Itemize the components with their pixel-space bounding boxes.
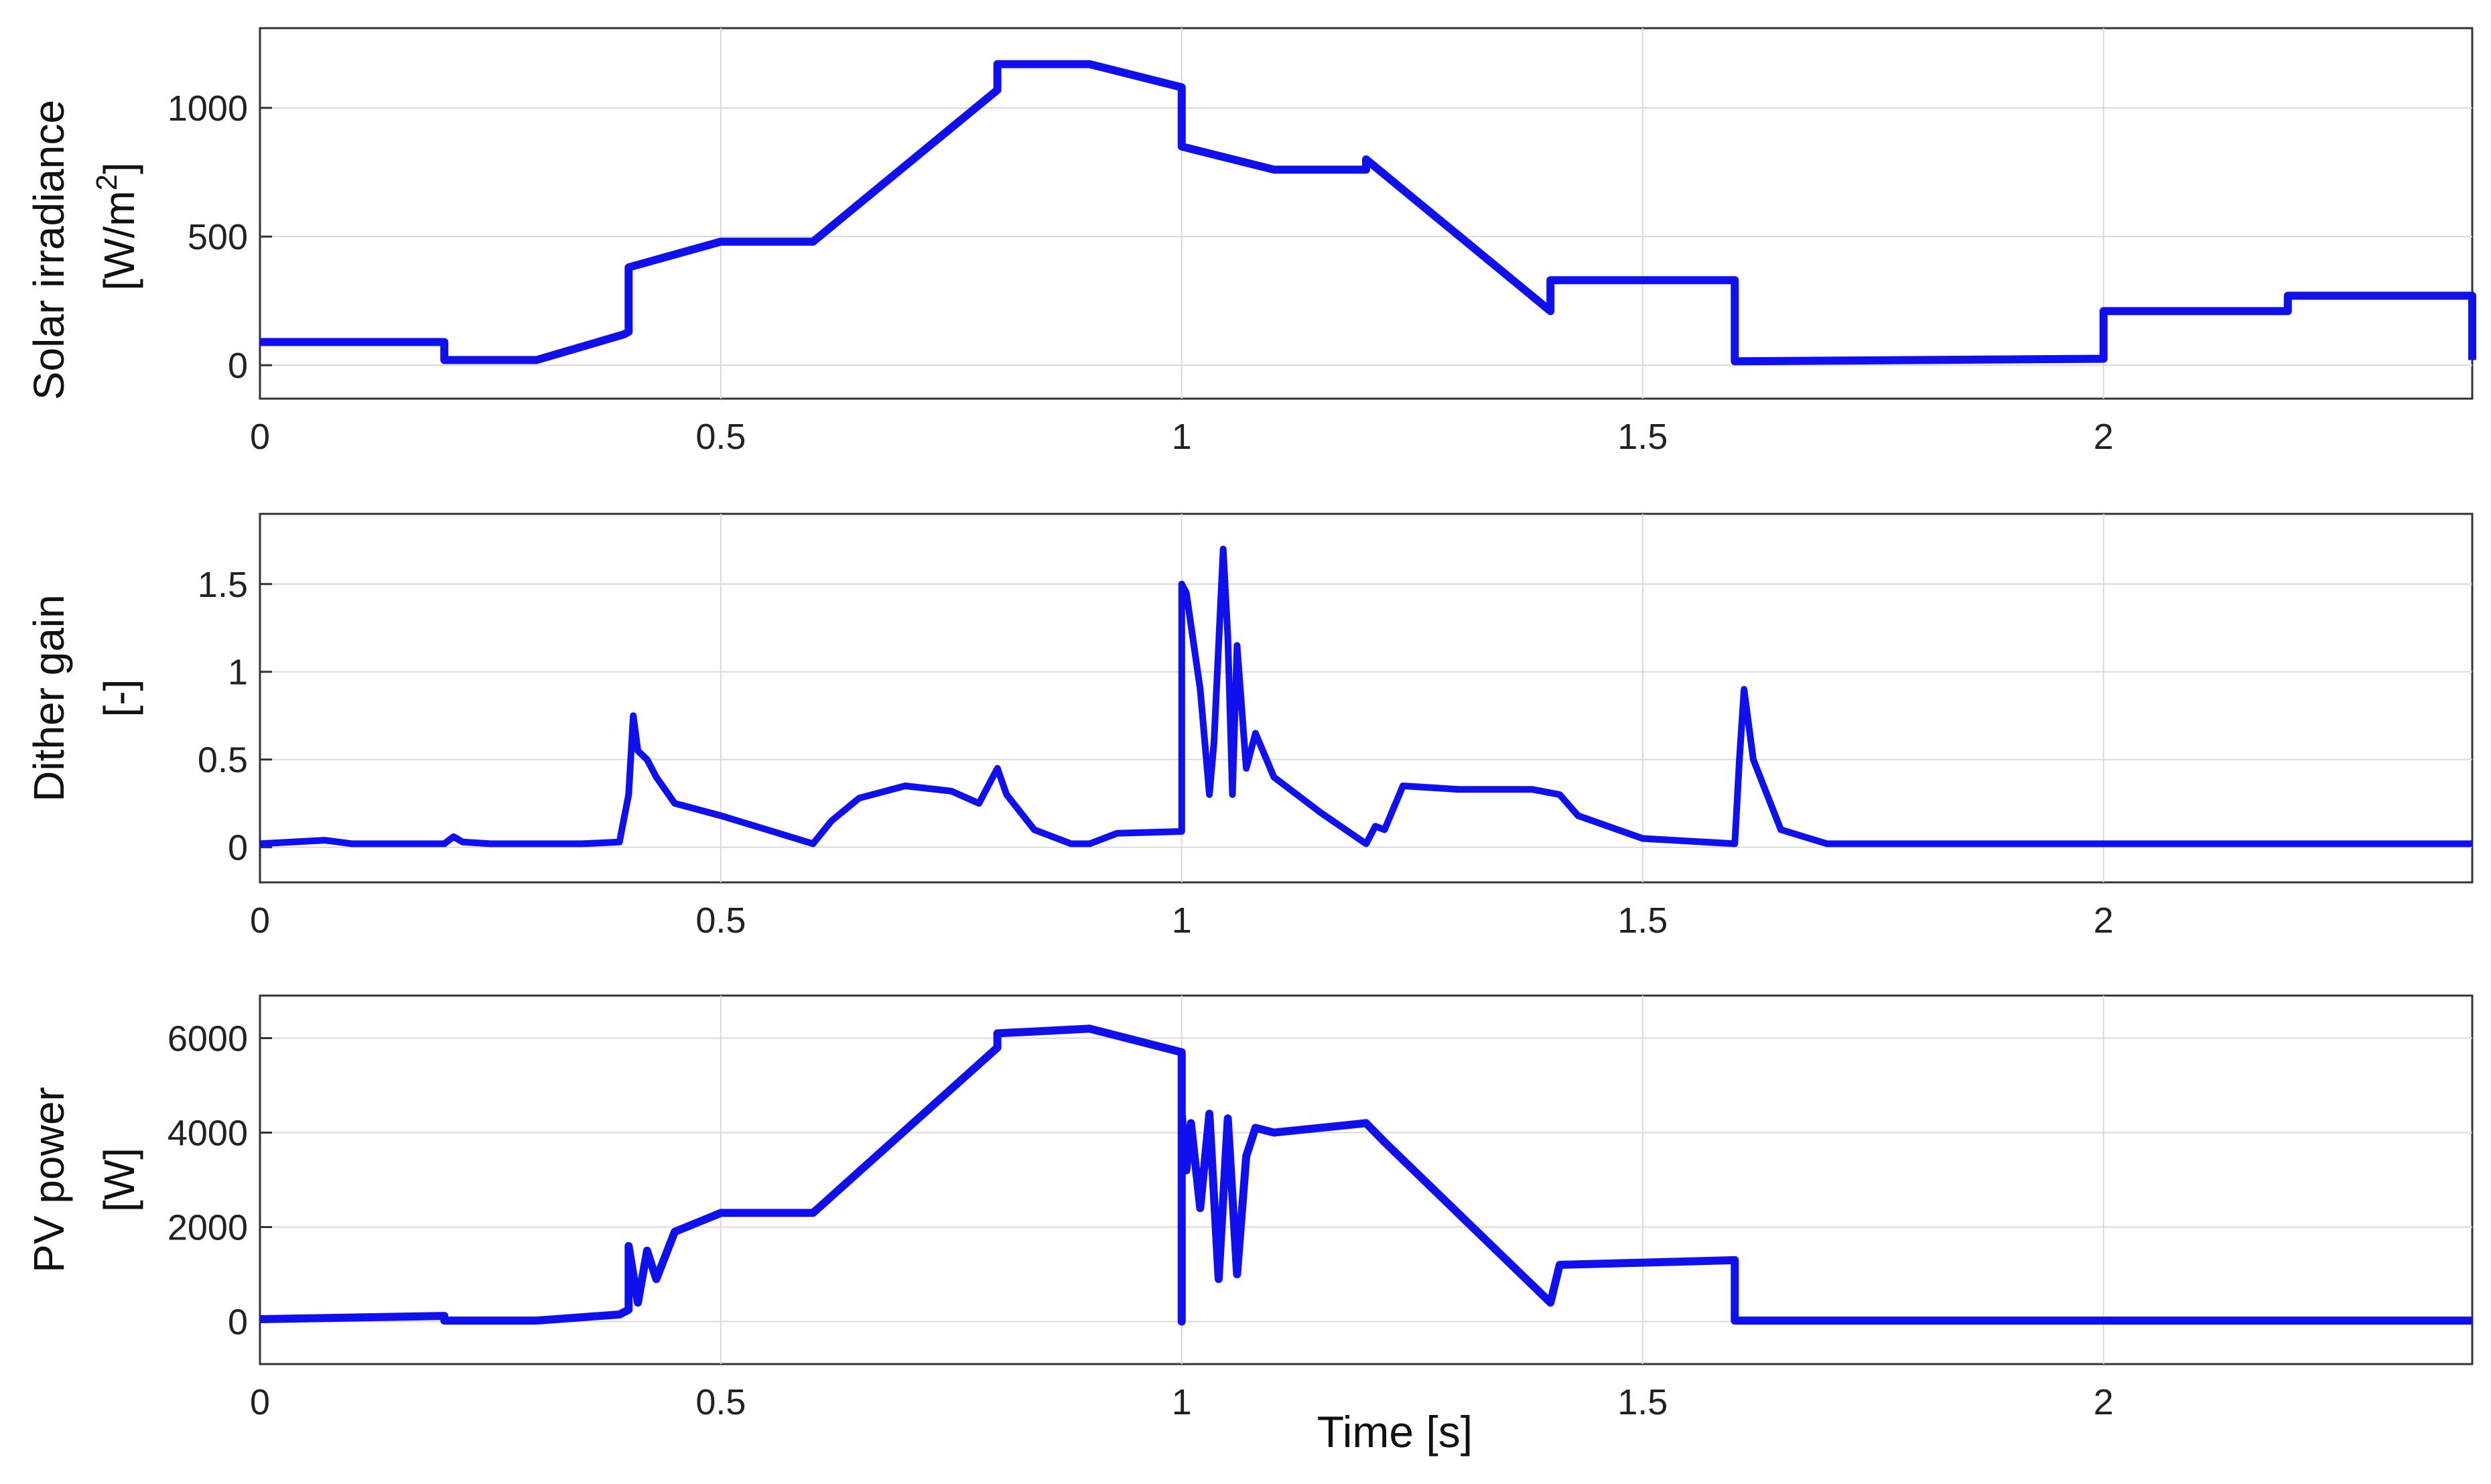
irradiance-x-tick-label: 2: [2094, 417, 2114, 457]
dither-y-tick-label: 0: [228, 828, 248, 868]
irradiance-x-tick-label: 0: [250, 417, 270, 457]
pv-x-tick-label: 1.5: [1617, 1382, 1668, 1422]
pv-x-tick-label: 1: [1172, 1382, 1192, 1422]
irradiance-ylabel-line2: [W/m2]: [90, 162, 143, 291]
irradiance-x-tick-label: 0.5: [695, 417, 746, 457]
dither-ylabel-line2: [-]: [95, 679, 143, 718]
dither-y-tick-label: 1.5: [198, 565, 248, 605]
pv-ylabel-line2: [W]: [95, 1148, 143, 1212]
irradiance-panel: 0 500 1000 0 0.5 1 1.5 2 Solar irradiance [W/m…: [25, 27, 2476, 457]
dither-plot-area: [259, 513, 2474, 884]
dither-ylabel-line1: Dither gain: [25, 594, 73, 802]
dither-x-tick-label: 0.5: [695, 900, 746, 941]
pv-x-ticks: 0 0.5 1 1.5 2: [250, 1382, 2114, 1422]
pv-x-tick-label: 0.5: [695, 1382, 746, 1422]
pv-y-tick-label: 4000: [167, 1113, 248, 1153]
pv-x-tick-label: 2: [2094, 1382, 2114, 1422]
x-axis-label: Time [s]: [1317, 1407, 1473, 1457]
pv-ylabel-line1: PV power: [25, 1087, 73, 1272]
irradiance-y-tick-label: 500: [188, 217, 248, 257]
dither-y-tick-label: 0.5: [198, 740, 248, 781]
irradiance-series-line: [260, 60, 2476, 366]
dither-series-line: [259, 545, 2472, 848]
pv-y-ticks: 0 2000 4000 6000: [167, 1018, 272, 1343]
irradiance-y-tick-label: 1000: [167, 88, 248, 129]
pv-plot-area: [259, 994, 2474, 1365]
pv-series-line: [259, 1024, 2472, 1326]
pv-x-tick-label: 0: [250, 1382, 270, 1422]
irradiance-x-tick-label: 1: [1172, 417, 1192, 457]
pv-y-tick-label: 0: [228, 1302, 248, 1343]
pv-panel: 0 2000 4000 6000 0 0.5 1 1.5 2 PV power [W]: [25, 994, 2474, 1422]
irradiance-x-ticks: 0 0.5 1 1.5 2: [250, 417, 2114, 457]
pv-y-tick-label: 2000: [167, 1208, 248, 1248]
irradiance-y-tick-label: 0: [228, 346, 248, 386]
dither-y-ticks: 0 0.5 1 1.5: [198, 565, 272, 868]
dither-panel: 0 0.5 1 1.5 0 0.5 1 1.5 2 Dither gain [-]: [25, 513, 2474, 941]
dither-x-tick-label: 1: [1172, 900, 1192, 941]
irradiance-y-ticks: 0 500 1000: [167, 88, 272, 386]
dither-x-ticks: 0 0.5 1 1.5 2: [250, 900, 2114, 941]
dither-x-tick-label: 2: [2094, 900, 2114, 941]
dither-y-tick-label: 1: [228, 653, 248, 693]
irradiance-ylabel-line1: Solar irradiance: [25, 100, 73, 400]
pv-y-tick-label: 6000: [167, 1018, 248, 1059]
dither-x-tick-label: 0: [250, 900, 270, 941]
dither-x-tick-label: 1.5: [1617, 900, 1668, 941]
irradiance-x-tick-label: 1.5: [1617, 417, 1668, 457]
